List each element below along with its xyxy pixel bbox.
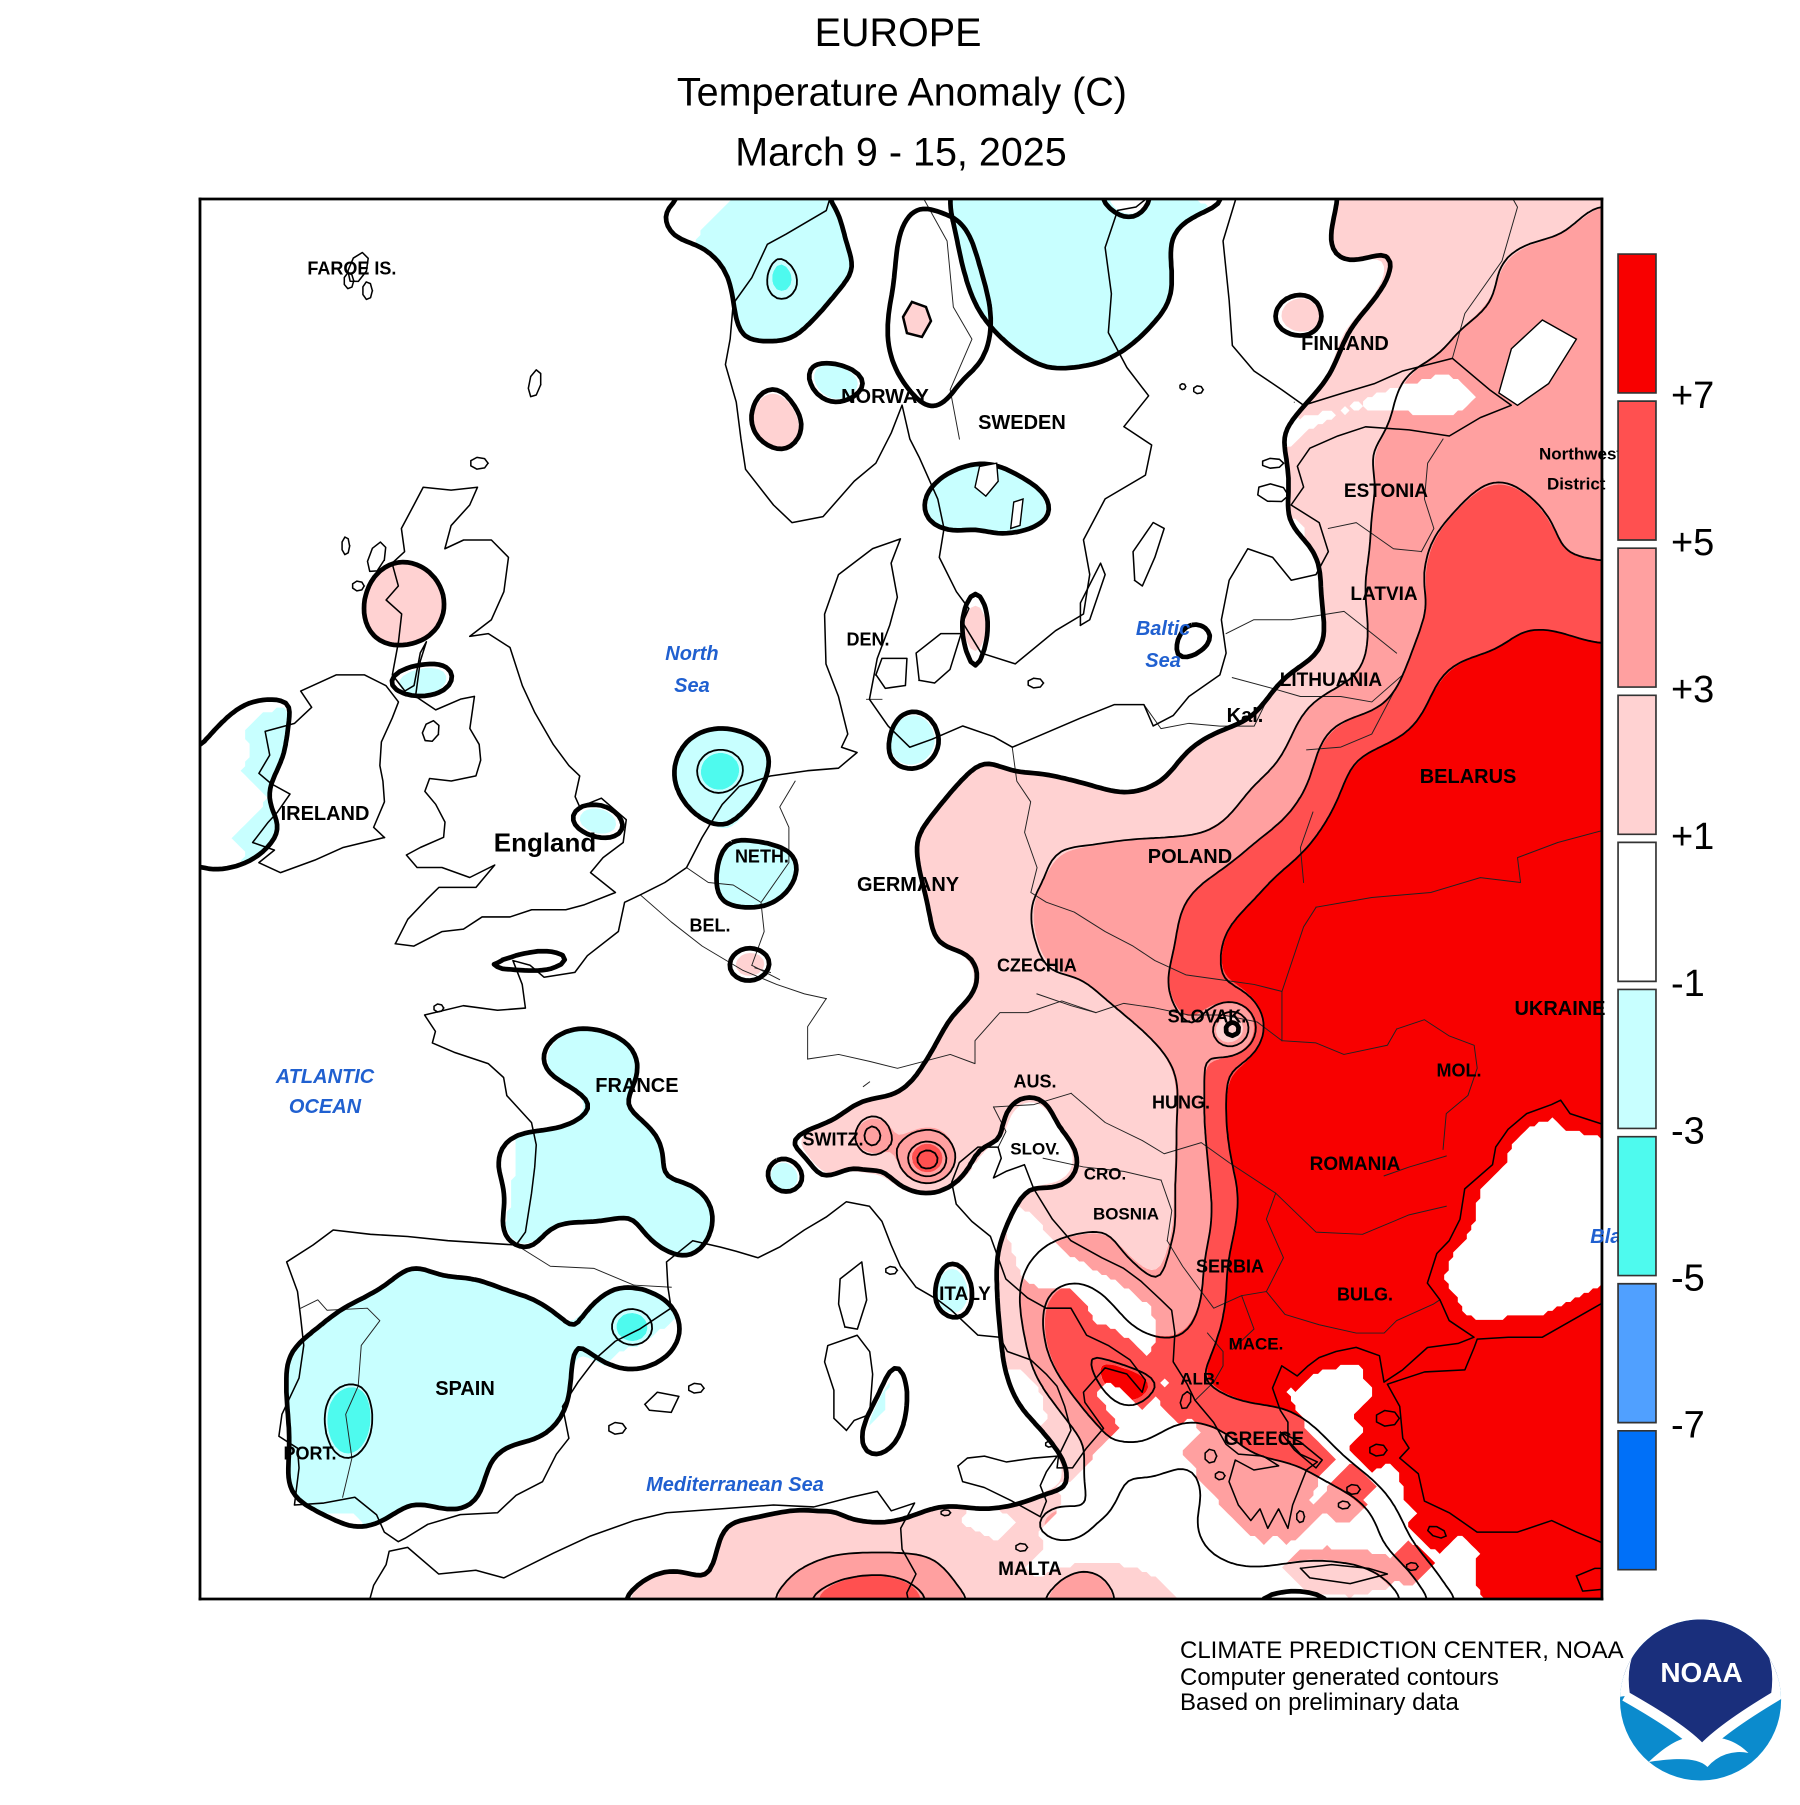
svg-text:GREECE: GREECE: [1224, 1429, 1304, 1450]
svg-text:DEN.: DEN.: [847, 630, 890, 650]
svg-text:EUROPE: EUROPE: [815, 11, 982, 55]
svg-text:GERMANY: GERMANY: [857, 874, 959, 896]
svg-text:SLOV.: SLOV.: [1010, 1139, 1059, 1158]
svg-text:Based on preliminary data: Based on preliminary data: [1180, 1689, 1459, 1716]
svg-text:ROMANIA: ROMANIA: [1310, 1154, 1401, 1175]
svg-text:LITHUANIA: LITHUANIA: [1280, 670, 1383, 691]
svg-text:IRELAND: IRELAND: [281, 803, 370, 825]
svg-text:North: North: [665, 643, 718, 665]
svg-text:Mediterranean Sea: Mediterranean Sea: [646, 1474, 824, 1496]
svg-text:BULG.: BULG.: [1337, 1285, 1393, 1305]
svg-text:SERBIA: SERBIA: [1196, 1257, 1264, 1277]
svg-text:SPAIN: SPAIN: [435, 1378, 495, 1400]
svg-text:NORWAY: NORWAY: [841, 386, 929, 408]
svg-text:+5: +5: [1671, 522, 1714, 564]
svg-text:Sea: Sea: [674, 675, 710, 697]
svg-text:CRO.: CRO.: [1084, 1164, 1126, 1183]
svg-text:Temperature Anomaly (C): Temperature Anomaly (C): [677, 70, 1127, 114]
svg-text:LATVIA: LATVIA: [1350, 584, 1417, 605]
svg-text:MOL.: MOL.: [1437, 1061, 1482, 1081]
svg-text:FAROE IS.: FAROE IS.: [307, 259, 396, 279]
svg-text:-1: -1: [1671, 963, 1705, 1005]
svg-text:FRANCE: FRANCE: [595, 1075, 678, 1097]
svg-text:+1: +1: [1671, 816, 1714, 858]
svg-text:ATLANTIC: ATLANTIC: [275, 1066, 375, 1088]
svg-text:Computer generated contours: Computer generated contours: [1180, 1664, 1499, 1691]
svg-text:SWITZ.: SWITZ.: [803, 1130, 864, 1150]
svg-text:ITALY: ITALY: [939, 1284, 991, 1305]
svg-text:Kal.: Kal.: [1227, 705, 1264, 727]
svg-text:POLAND: POLAND: [1148, 846, 1232, 868]
svg-text:+7: +7: [1671, 375, 1714, 417]
svg-text:MACE.: MACE.: [1229, 1334, 1284, 1353]
svg-text:NOAA: NOAA: [1660, 1657, 1742, 1688]
svg-text:+3: +3: [1671, 669, 1714, 711]
svg-text:-5: -5: [1671, 1257, 1705, 1299]
svg-text:AUS.: AUS.: [1013, 1072, 1056, 1092]
svg-text:HUNG.: HUNG.: [1152, 1093, 1210, 1113]
svg-text:BELARUS: BELARUS: [1420, 766, 1517, 788]
svg-text:NETH.: NETH.: [735, 847, 789, 867]
svg-text:SWEDEN: SWEDEN: [978, 412, 1066, 434]
svg-text:PORT.: PORT.: [283, 1444, 336, 1464]
svg-text:District: District: [1547, 474, 1606, 493]
svg-text:ESTONIA: ESTONIA: [1344, 481, 1428, 502]
svg-text:-3: -3: [1671, 1110, 1705, 1152]
svg-text:-7: -7: [1671, 1405, 1705, 1447]
svg-text:CZECHIA: CZECHIA: [997, 956, 1077, 976]
svg-text:CLIMATE PREDICTION CENTER, NOA: CLIMATE PREDICTION CENTER, NOAA: [1180, 1637, 1624, 1664]
svg-text:BOSNIA: BOSNIA: [1093, 1204, 1159, 1223]
svg-text:March 9 - 15, 2025: March 9 - 15, 2025: [735, 130, 1067, 174]
svg-text:ALB.: ALB.: [1180, 1369, 1220, 1388]
svg-text:Baltic: Baltic: [1136, 618, 1190, 640]
svg-text:SLOVAK.: SLOVAK.: [1168, 1007, 1247, 1027]
svg-text:FINLAND: FINLAND: [1301, 333, 1389, 355]
svg-text:Sea: Sea: [1145, 650, 1181, 672]
svg-text:BEL.: BEL.: [689, 916, 730, 936]
svg-text:MALTA: MALTA: [998, 1559, 1062, 1580]
svg-text:England: England: [494, 828, 597, 858]
svg-text:UKRAINE: UKRAINE: [1514, 998, 1605, 1020]
svg-text:OCEAN: OCEAN: [289, 1096, 362, 1118]
